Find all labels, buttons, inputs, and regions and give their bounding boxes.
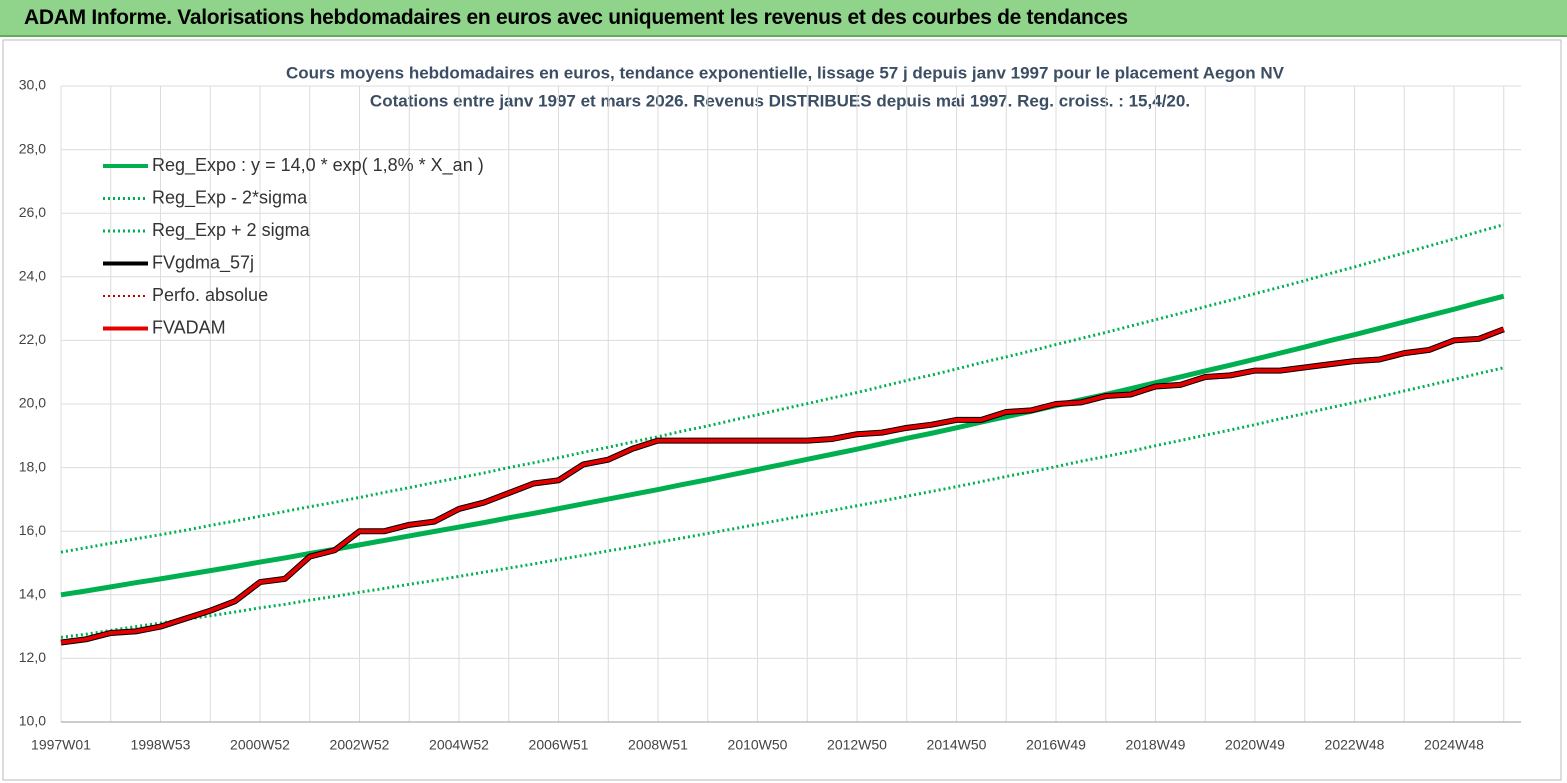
x-tick-label: 1998W53 <box>131 737 191 753</box>
legend-label: Perfo. absolue <box>152 285 268 305</box>
legend-label: Reg_Expo : y = 14,0 * exp( 1,8% * X_an ) <box>152 155 484 176</box>
chart-subtitle: Cotations entre janv 1997 et mars 2026. … <box>370 91 1190 110</box>
x-tick-label: 2014W50 <box>927 737 987 753</box>
legend-label: Reg_Exp + 2 sigma <box>152 220 311 241</box>
y-tick-label: 26,0 <box>19 204 46 220</box>
y-tick-label: 28,0 <box>19 140 46 156</box>
x-tick-label: 1997W01 <box>31 737 91 753</box>
x-tick-label: 2004W52 <box>429 737 489 753</box>
chart: Cours moyens hebdomadaires en euros, ten… <box>2 39 1562 781</box>
legend-label: Reg_Exp - 2*sigma <box>152 187 308 208</box>
x-tick-label: 2008W51 <box>628 737 688 753</box>
x-tick-label: 2010W50 <box>728 737 788 753</box>
y-tick-label: 22,0 <box>19 331 46 347</box>
y-tick-label: 18,0 <box>19 458 46 474</box>
x-tick-label: 2022W48 <box>1325 737 1385 753</box>
series-line <box>60 293 1505 598</box>
x-tick-label: 2000W52 <box>230 737 290 753</box>
series-line <box>60 327 1505 645</box>
x-tick-label: 2018W49 <box>1126 737 1186 753</box>
x-tick-label: 2016W49 <box>1026 737 1086 753</box>
y-tick-label: 14,0 <box>19 586 46 602</box>
x-tick-label: 2024W48 <box>1424 737 1484 753</box>
chart-frame <box>2 39 1562 781</box>
legend-label: FVADAM <box>152 317 226 337</box>
series-line <box>60 223 1505 554</box>
y-tick-label: 24,0 <box>19 268 46 284</box>
chart-title: Cours moyens hebdomadaires en euros, ten… <box>286 63 1285 82</box>
y-tick-label: 10,0 <box>19 713 46 729</box>
y-tick-label: 20,0 <box>19 395 46 411</box>
x-tick-label: 2002W52 <box>330 737 390 753</box>
header-bar: ADAM Informe. Valorisations hebdomadaire… <box>0 0 1567 37</box>
legend-label: FVgdma_57j <box>152 252 254 273</box>
x-tick-label: 2006W51 <box>529 737 589 753</box>
header-title: ADAM Informe. Valorisations hebdomadaire… <box>24 6 1128 29</box>
y-tick-label: 16,0 <box>19 522 46 538</box>
x-tick-label: 2020W49 <box>1225 737 1285 753</box>
series-line <box>60 366 1505 639</box>
y-tick-label: 12,0 <box>19 649 46 665</box>
y-tick-label: 30,0 <box>19 77 46 93</box>
x-tick-label: 2012W50 <box>827 737 887 753</box>
